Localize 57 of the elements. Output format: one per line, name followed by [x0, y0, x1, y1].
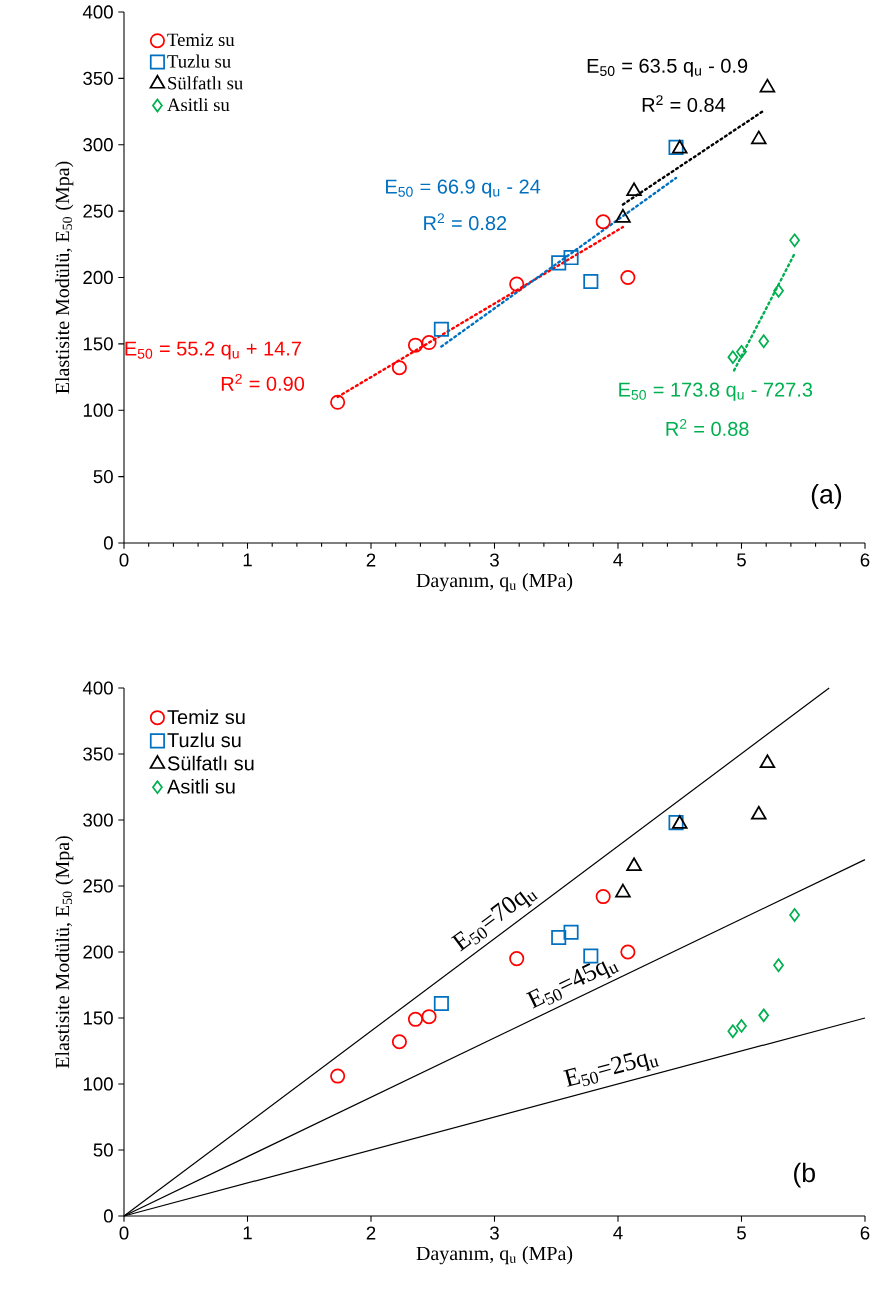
x-tick-label: 4: [613, 553, 623, 567]
x-tick-label: 5: [737, 1226, 746, 1240]
y-tick-label: 400: [82, 5, 113, 19]
x-tick-label: 6: [860, 1226, 870, 1240]
legend-label: Tuzlu su: [167, 54, 231, 68]
legend-label: Temiz su: [167, 709, 245, 725]
annotation: E$_{50}$=45q$_{u}$: [525, 961, 620, 1009]
x-tick-label: 4: [613, 1226, 623, 1240]
y-tick-label: 150: [83, 337, 113, 351]
legend-label: Asitli su: [167, 778, 235, 794]
y-axis-title: Elastisite Modülü, E$_{50}$ (Mpa): [55, 161, 74, 394]
y-tick-label: 250: [83, 879, 113, 893]
x-tick-label: 5: [737, 553, 746, 567]
legend-label: Sülfatlı su: [167, 755, 254, 771]
annotation: E$_{50}$ = 63.5 q$_{u}$ - 0.9: [587, 58, 748, 77]
y-tick-label: 300: [83, 813, 113, 827]
y-tick-label: 350: [83, 71, 113, 85]
y-tick-label: 50: [93, 1143, 113, 1157]
annotation: (a): [811, 484, 842, 509]
y-axis-title: Elastisite Modülü, E$_{50}$ (Mpa): [55, 836, 74, 1069]
x-axis-title: Dayanım, q$_{u}$ (MPa): [416, 1246, 573, 1265]
y-tick-label: 350: [83, 747, 113, 761]
annotation: R$^{2}$ = 0.82: [424, 213, 507, 231]
y-tick-label: 200: [83, 270, 113, 285]
legend-label: Temiz su: [167, 33, 235, 47]
y-tick-label: 100: [83, 1077, 113, 1091]
legend-label: Tuzlu su: [167, 732, 241, 748]
y-tick-label: 400: [82, 681, 113, 695]
annotation: R$^{2}$ = 0.88: [666, 419, 749, 436]
annotation: E$_{50}$ = 173.8 q$_{u}$ - 727.3: [619, 382, 813, 401]
legend-label: Sülfatlı su: [168, 76, 243, 90]
x-tick-label: 1: [243, 1226, 252, 1240]
x-tick-label: 3: [490, 1226, 499, 1240]
x-tick-label: 1: [243, 553, 252, 567]
annotation: E$_{50}$=25q$_{u}$: [563, 1052, 660, 1087]
x-tick-label: 2: [366, 553, 376, 567]
annotation: R$^{2}$ = 0.84: [642, 95, 726, 113]
y-tick-label: 300: [83, 138, 113, 152]
y-tick-label: 50: [93, 470, 113, 484]
legend-label: Asitli su: [167, 97, 230, 112]
y-tick-label: 100: [83, 403, 113, 417]
y-tick-label: 200: [83, 945, 113, 959]
x-tick-label: 2: [366, 1226, 376, 1240]
annotation: E$_{50}$ = 66.9 q$_{u}$ - 24: [386, 179, 541, 198]
y-tick-label: 150: [83, 1011, 113, 1025]
annotation: E$_{50}$ = 55.2 q$_{u}$ + 14.7: [125, 341, 301, 360]
annotation: R$^{2}$ = 0.90: [221, 373, 305, 391]
y-tick-label: 0: [103, 1209, 113, 1223]
x-tick-label: 0: [119, 1226, 129, 1240]
annotation: E$_{50}$=70q$_{u}$: [450, 891, 539, 952]
x-tick-label: 3: [490, 553, 499, 567]
x-axis-title: Dayanım, q$_{u}$ (MPa): [416, 573, 573, 592]
x-tick-label: 0: [119, 553, 129, 567]
annotation: (b: [794, 1162, 815, 1188]
y-tick-label: 250: [83, 204, 113, 218]
y-tick-label: 0: [103, 536, 113, 550]
x-tick-label: 6: [860, 553, 870, 567]
